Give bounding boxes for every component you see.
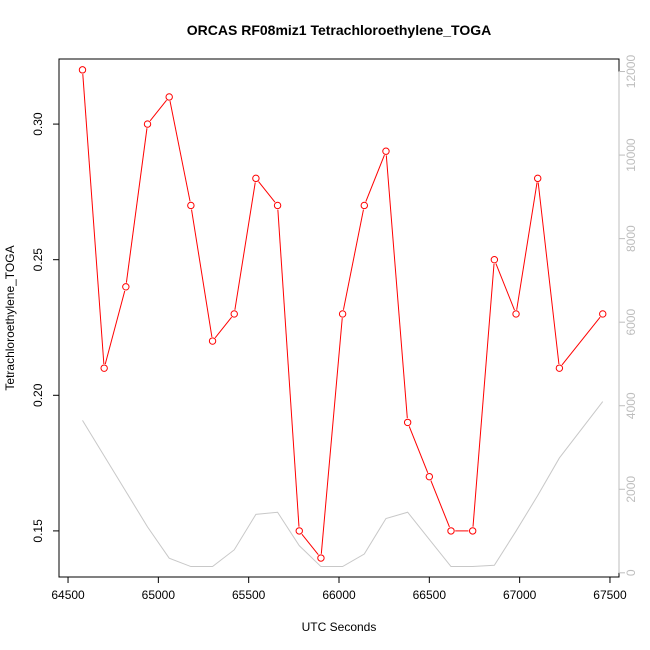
x-tick-label: 67000 xyxy=(503,588,537,602)
x-tick-label: 65000 xyxy=(142,588,176,602)
data-point xyxy=(100,364,108,372)
series-segment xyxy=(385,155,408,419)
series-right xyxy=(82,401,604,568)
data-point xyxy=(143,120,152,128)
series-line xyxy=(82,401,604,568)
data-point xyxy=(230,310,238,318)
series-segment xyxy=(277,209,300,527)
y2-tick-label: 8000 xyxy=(624,225,638,252)
y-axis-left: 0.15 0.20 0.25 0.30 xyxy=(31,112,60,543)
series-segment xyxy=(430,480,450,528)
series-segment xyxy=(472,263,495,527)
data-point xyxy=(252,174,260,183)
data-point xyxy=(403,418,412,427)
series-segment xyxy=(301,533,319,556)
series-segment xyxy=(191,209,213,337)
y-tick-label: 0.25 xyxy=(31,248,45,272)
data-point xyxy=(78,66,87,74)
data-point xyxy=(165,93,173,101)
x-tick-label: 66500 xyxy=(413,588,447,602)
data-point xyxy=(555,364,564,372)
y2-tick-label: 12000 xyxy=(624,55,638,89)
chart-title: ORCAS RF08miz1 Tetrachloroethylene_TOGA xyxy=(187,22,491,38)
series-segment xyxy=(495,263,515,311)
series-segment xyxy=(214,316,232,339)
y-axis-label: Tetrachloroethylene_TOGA xyxy=(3,245,17,390)
data-point xyxy=(447,527,455,535)
data-point xyxy=(425,472,434,481)
series-segment xyxy=(365,154,385,202)
data-point xyxy=(490,255,499,264)
series-segment xyxy=(561,316,601,366)
x-axis-label: UTC Seconds xyxy=(302,620,377,634)
data-point xyxy=(187,201,195,210)
y-tick-label: 0.15 xyxy=(31,519,45,543)
series-segment xyxy=(169,100,191,202)
data-point xyxy=(208,337,217,345)
x-tick-label: 64500 xyxy=(51,588,85,602)
y2-tick-label: 0 xyxy=(624,569,638,576)
y2-tick-label: 2000 xyxy=(624,476,638,503)
y2-tick-label: 6000 xyxy=(624,309,638,336)
series-segment xyxy=(342,209,364,310)
data-point xyxy=(122,283,130,291)
data-point xyxy=(382,147,390,155)
series-segment xyxy=(258,181,276,203)
series-segment xyxy=(125,128,148,283)
series-layer xyxy=(78,66,607,568)
series-segment xyxy=(320,318,343,554)
series-segment xyxy=(234,182,256,310)
data-point xyxy=(295,527,303,535)
series-segment xyxy=(537,182,560,365)
data-point xyxy=(317,554,325,562)
series-segment xyxy=(408,426,429,473)
data-point xyxy=(338,310,347,318)
data-point xyxy=(273,201,282,210)
y2-tick-label: 4000 xyxy=(624,392,638,419)
x-tick-label: 67500 xyxy=(593,588,627,602)
series-segment xyxy=(104,290,126,365)
data-point xyxy=(512,310,520,318)
x-tick-label: 66000 xyxy=(322,588,356,602)
series-left xyxy=(78,66,607,562)
x-axis: 64500 65000 65500 66000 66500 67000 67500 xyxy=(51,576,627,602)
series-segment xyxy=(149,99,167,122)
y-tick-label: 0.20 xyxy=(31,383,45,407)
series-segment xyxy=(516,182,538,310)
y-tick-label: 0.30 xyxy=(31,112,45,136)
y2-tick-label: 10000 xyxy=(624,138,638,172)
series-segment xyxy=(82,74,105,365)
data-point xyxy=(360,201,368,210)
data-point xyxy=(599,310,607,318)
data-point xyxy=(534,174,542,183)
y-axis-right: 0 2000 4000 6000 8000 10000 12000 xyxy=(618,55,638,576)
x-tick-label: 65500 xyxy=(232,588,266,602)
data-point xyxy=(468,527,477,535)
